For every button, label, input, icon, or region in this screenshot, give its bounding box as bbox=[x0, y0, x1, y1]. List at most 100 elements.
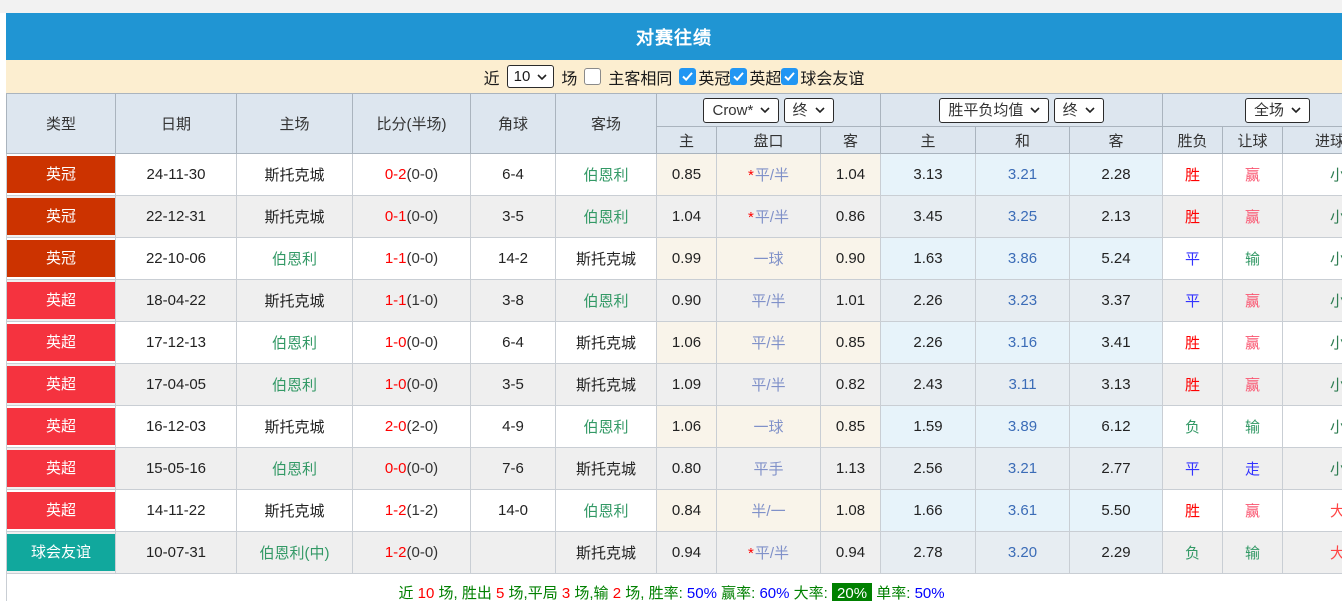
recent-count-value: 10 bbox=[513, 68, 531, 85]
handicap-line-value: 平/半 bbox=[751, 335, 786, 352]
league-label: 球会友谊 bbox=[800, 70, 865, 88]
handicap-home-odds-cell: 1.06 bbox=[656, 321, 717, 364]
league-checkbox[interactable] bbox=[781, 68, 799, 85]
handicap-away-odds-cell: 0.94 bbox=[819, 531, 882, 574]
date-cell: 22-10-06 bbox=[115, 237, 237, 280]
chevron-down-icon bbox=[814, 107, 825, 113]
wdl-draw-odds-cell: 3.16 bbox=[975, 321, 1071, 364]
score-cell: 0-1(0-0) bbox=[352, 195, 471, 238]
summary-segment: 5 bbox=[496, 584, 505, 601]
wdl-away-odds-cell: 5.24 bbox=[1069, 237, 1164, 280]
group-header-wdl-odds: 胜平负均值 终 bbox=[880, 93, 1164, 127]
handicap-away-odds-cell: 1.01 bbox=[819, 279, 882, 322]
sub-header-handicap-home: 主 bbox=[656, 126, 717, 154]
handicap-line-cell: *平/半 bbox=[716, 153, 821, 196]
result-cell: 胜 bbox=[1162, 195, 1224, 238]
home-team-cell: 伯恩利 bbox=[236, 237, 353, 280]
matches-label: 场 bbox=[561, 70, 578, 88]
wdl-draw-odds-cell: 3.23 bbox=[975, 279, 1071, 322]
handicap-home-odds-cell: 0.84 bbox=[656, 489, 717, 532]
goals-result-cell: 大 bbox=[1282, 531, 1342, 574]
chevron-down-icon bbox=[1030, 107, 1041, 113]
score-cell: 1-1(0-0) bbox=[352, 237, 471, 280]
handicap-line-value: 平/半 bbox=[754, 545, 789, 562]
match-row: 英超 18-04-22 斯托克城 1-1(1-0) 3-8 伯恩利 0.90 平/半 1.01 2… bbox=[6, 279, 1342, 322]
league-label: 英冠 bbox=[698, 70, 731, 88]
chevron-down-icon bbox=[1085, 107, 1095, 113]
sub-header-goals-result: 进球数 bbox=[1282, 126, 1342, 154]
home-team-cell: 伯恩利 bbox=[236, 321, 353, 364]
summary-segment: 胜率: bbox=[648, 584, 687, 601]
league-checkbox[interactable] bbox=[730, 68, 748, 85]
fulltime-score: 1-0 bbox=[384, 376, 407, 393]
summary-cell: 近 10 场, 胜出 5 场,平局 3 场,输 2 场, 胜率: 50% 赢率:… bbox=[6, 573, 1342, 601]
col-header-corners: 角球 bbox=[470, 93, 556, 154]
halftime-score: (2-0) bbox=[406, 418, 439, 435]
col-header-score: 比分(半场) bbox=[352, 93, 471, 154]
handicap-time-value: 终 bbox=[792, 101, 808, 119]
handicap-line-cell: 平/半 bbox=[716, 363, 821, 406]
score-cell: 1-1(1-0) bbox=[352, 279, 471, 322]
bookmaker-select[interactable]: Crow* bbox=[703, 97, 780, 123]
wdl-home-odds-cell: 2.26 bbox=[880, 321, 977, 364]
summary-segment: 胜出 bbox=[461, 584, 496, 601]
col-header-away: 客场 bbox=[555, 93, 657, 154]
result-cell: 胜 bbox=[1162, 363, 1224, 406]
summary-segment: 60% bbox=[759, 584, 790, 601]
halftime-score: (1-0) bbox=[406, 292, 439, 309]
wdl-away-odds-cell: 5.50 bbox=[1069, 489, 1164, 532]
handicap-home-odds-cell: 1.04 bbox=[656, 195, 717, 238]
handicap-away-odds-cell: 1.04 bbox=[819, 153, 882, 196]
check-icon bbox=[682, 72, 694, 81]
score-cell: 0-0(0-0) bbox=[352, 447, 471, 490]
sub-header-handicap-line: 盘口 bbox=[716, 126, 821, 154]
handicap-line-value: 平手 bbox=[753, 461, 784, 478]
same-venue-checkbox[interactable] bbox=[584, 68, 602, 85]
summary-segment: 赢率: bbox=[716, 584, 760, 601]
type-cell: 英超 bbox=[6, 489, 116, 532]
result-cell: 负 bbox=[1162, 405, 1224, 448]
date-cell: 22-12-31 bbox=[115, 195, 237, 238]
date-cell: 16-12-03 bbox=[115, 405, 237, 448]
type-cell: 英冠 bbox=[6, 153, 116, 196]
handicap-home-odds-cell: 0.99 bbox=[656, 237, 717, 280]
handicap-result-cell: 赢 bbox=[1222, 363, 1284, 406]
wdl-time-select[interactable]: 终 bbox=[1053, 97, 1104, 123]
handicap-line-value: 一球 bbox=[753, 419, 784, 436]
away-team-cell: 伯恩利 bbox=[555, 195, 657, 238]
wdl-home-odds-cell: 3.45 bbox=[880, 195, 977, 238]
date-cell: 14-11-22 bbox=[115, 489, 237, 532]
league-checkbox[interactable] bbox=[679, 68, 697, 85]
recent-count-select[interactable]: 10 bbox=[506, 65, 555, 88]
goals-result-cell: 小 bbox=[1282, 195, 1342, 238]
summary-segment: 平局 bbox=[527, 584, 562, 601]
wdl-average-select[interactable]: 胜平负均值 bbox=[939, 97, 1050, 123]
check-icon bbox=[784, 72, 796, 81]
wdl-away-odds-cell: 6.12 bbox=[1069, 405, 1164, 448]
score-cell: 1-0(0-0) bbox=[352, 321, 471, 364]
away-team-cell: 伯恩利 bbox=[555, 279, 657, 322]
league-type-badge: 英冠 bbox=[7, 240, 115, 277]
league-type-badge: 球会友谊 bbox=[7, 534, 115, 571]
handicap-line-cell: *平/半 bbox=[716, 531, 821, 574]
wdl-draw-odds-cell: 3.20 bbox=[975, 531, 1071, 574]
sub-header-wdl-home: 主 bbox=[880, 126, 977, 154]
match-row: 英超 15-05-16 伯恩利 0-0(0-0) 7-6 斯托克城 0.80 平手 1.13 2.… bbox=[6, 447, 1342, 490]
result-cell: 胜 bbox=[1162, 153, 1224, 196]
score-cell: 1-2(0-0) bbox=[352, 531, 471, 574]
handicap-line-value: 平/半 bbox=[751, 293, 786, 310]
wdl-away-odds-cell: 3.37 bbox=[1069, 279, 1164, 322]
corners-cell: 3-5 bbox=[470, 363, 556, 406]
matches-table: 类型 日期 主场 比分(半场) 角球 客场 Crow* 终 bbox=[6, 93, 1342, 601]
home-team-cell: 伯恩利 bbox=[236, 363, 353, 406]
matches-table-container: 类型 日期 主场 比分(半场) 角球 客场 Crow* 终 bbox=[6, 93, 1342, 601]
handicap-result-cell: 赢 bbox=[1222, 279, 1284, 322]
match-row: 英超 17-12-13 伯恩利 1-0(0-0) 6-4 斯托克城 1.06 平/半 0.85 2… bbox=[6, 321, 1342, 364]
type-cell: 英超 bbox=[6, 447, 116, 490]
match-row: 英超 14-11-22 斯托克城 1-2(1-2) 14-0 伯恩利 0.84 半/一 1.08… bbox=[6, 489, 1342, 532]
handicap-time-select[interactable]: 终 bbox=[783, 97, 834, 123]
goals-result-cell: 小 bbox=[1282, 279, 1342, 322]
period-select[interactable]: 全场 bbox=[1245, 97, 1311, 123]
wdl-draw-odds-cell: 3.21 bbox=[975, 153, 1071, 196]
fulltime-score: 1-1 bbox=[384, 250, 407, 267]
